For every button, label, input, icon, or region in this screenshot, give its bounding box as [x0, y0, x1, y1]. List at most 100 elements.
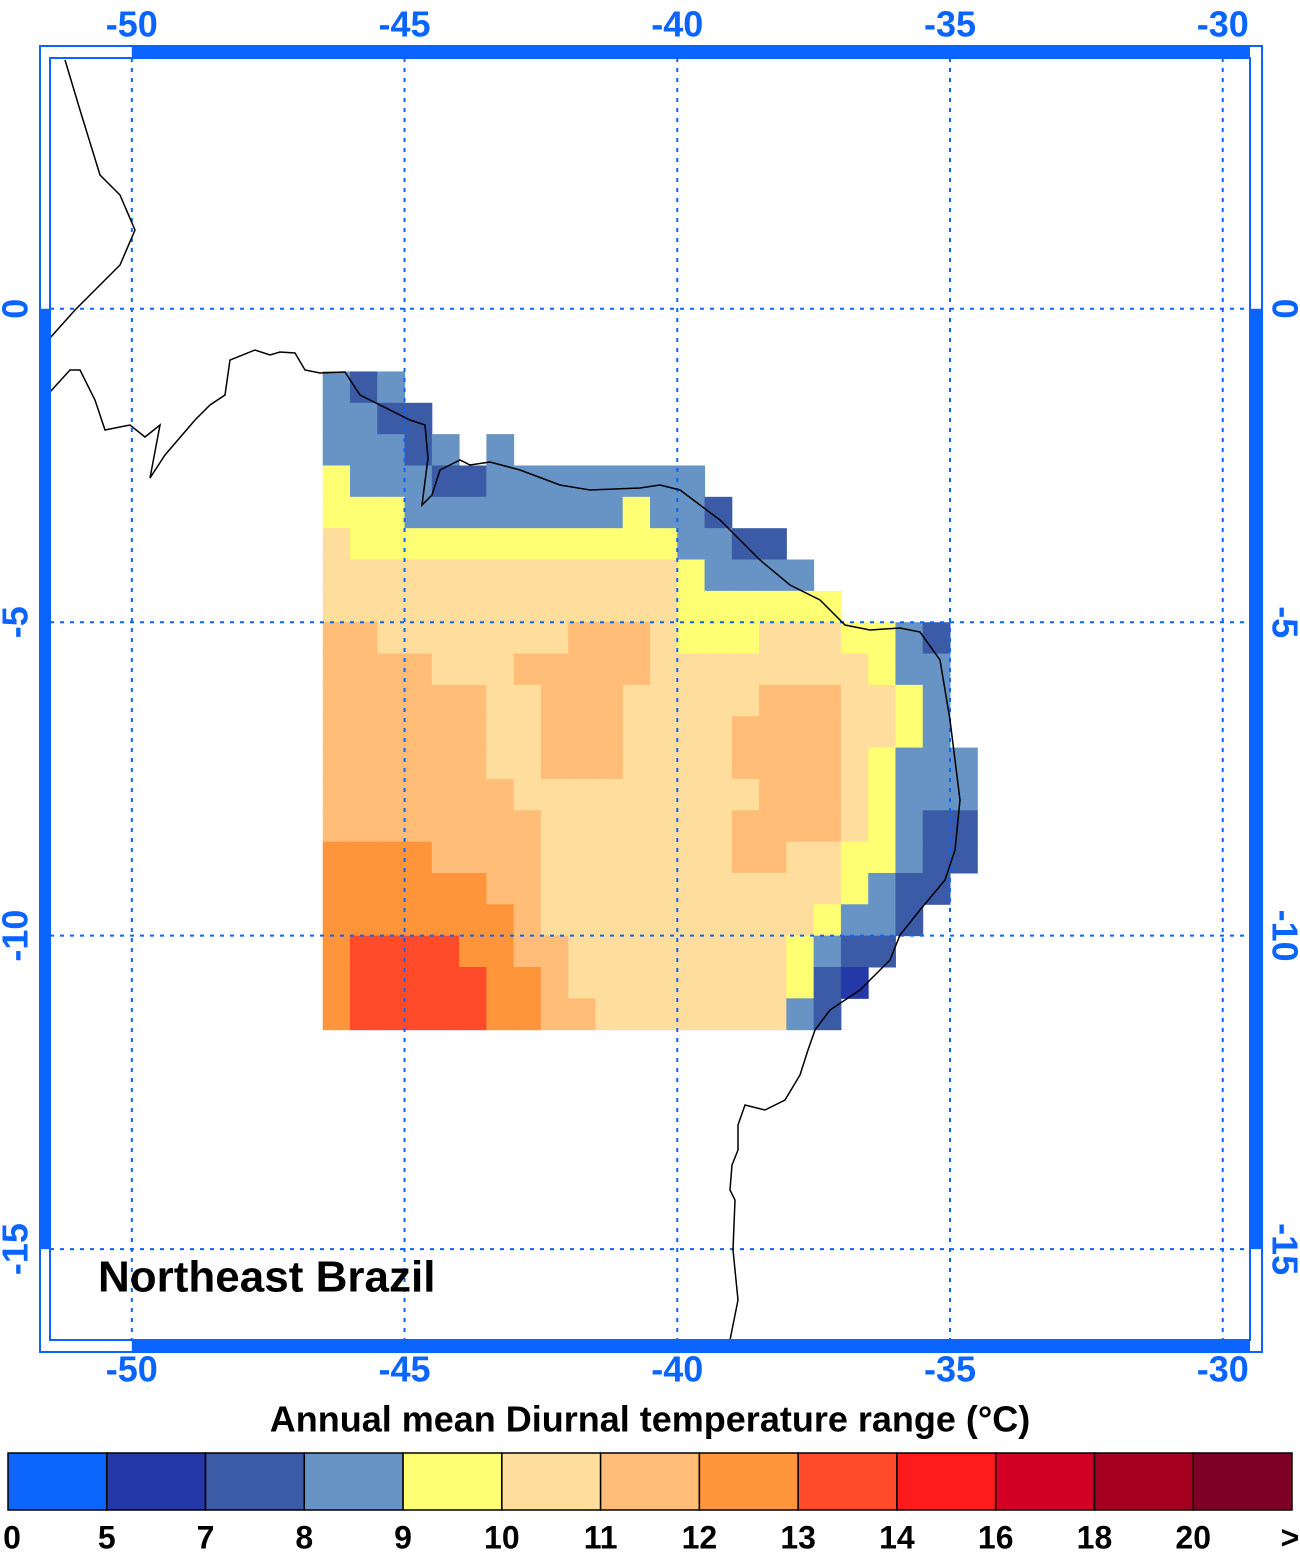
grid-cell [595, 935, 624, 968]
grid-cell [459, 465, 487, 498]
grid-cell [731, 747, 760, 780]
grid-cell [895, 684, 924, 717]
grid-cell [622, 653, 651, 686]
grid-cell [322, 684, 351, 717]
grid-cell [513, 904, 542, 937]
grid-cell [731, 998, 760, 1031]
colorbar-label: 10 [484, 1519, 520, 1555]
grid-cell [322, 653, 351, 686]
colorbar-label: 7 [197, 1519, 215, 1555]
grid-cell [759, 653, 787, 686]
grid-cell [513, 622, 542, 655]
grid-cell [895, 747, 924, 780]
grid-cell [950, 778, 978, 811]
grid-cell [622, 841, 651, 874]
grid-cell [513, 998, 542, 1031]
grid-cell [404, 590, 433, 623]
grid-cell [459, 872, 487, 905]
grid-cell [650, 465, 678, 498]
grid-cell [759, 935, 787, 968]
grid-cell [431, 935, 460, 968]
grid-cell [459, 966, 487, 999]
grid-cell [868, 904, 896, 937]
lon-tick-label: -35 [924, 1349, 976, 1390]
grid-cell [950, 810, 978, 843]
grid-cell [540, 810, 569, 843]
grid-cell [622, 465, 651, 498]
grid-cell [377, 841, 406, 874]
grid-cell [650, 904, 678, 937]
grid-cell [377, 434, 406, 466]
grid-cell [622, 904, 651, 937]
grid-cell [813, 935, 842, 968]
grid-cell [622, 966, 651, 999]
grid-cell [650, 590, 678, 623]
grid-cell [786, 559, 815, 592]
grid-cell [377, 966, 406, 999]
grid-cell [459, 496, 487, 529]
grid-cell [840, 872, 869, 905]
grid-cell [704, 872, 733, 905]
grid-cell [922, 622, 951, 655]
grid-cell [568, 998, 596, 1031]
grid-cell [568, 716, 596, 749]
grid-cell [350, 935, 378, 968]
grid-cell [431, 622, 460, 655]
grid-cell [704, 966, 733, 999]
grid-cell [513, 716, 542, 749]
grid-cell [868, 684, 896, 717]
grid-cell [350, 872, 378, 905]
grid-cell [677, 684, 706, 717]
grid-cell [595, 747, 624, 780]
grid-cell [759, 622, 787, 655]
grid-cell [622, 496, 651, 529]
grid-cell [377, 810, 406, 843]
grid-cell [840, 810, 869, 843]
colorbar-box [896, 1452, 997, 1511]
colorbar-box [402, 1452, 503, 1511]
grid-cell [540, 998, 569, 1031]
grid-cell [431, 559, 460, 592]
grid-cell [322, 966, 351, 999]
grid-cell [704, 935, 733, 968]
grid-cell [595, 810, 624, 843]
grid-cell [759, 747, 787, 780]
grid-cell [486, 434, 515, 466]
lon-tick-label: -45 [379, 4, 431, 45]
grid-cell [759, 528, 787, 561]
grid-cell [895, 810, 924, 843]
grid-cell [459, 935, 487, 968]
grid-cell [840, 778, 869, 811]
grid-cell [540, 528, 569, 561]
grid-cell [377, 653, 406, 686]
grid-cell [895, 778, 924, 811]
grid-cell [595, 622, 624, 655]
grid-cell [513, 465, 542, 498]
grid-cell [459, 716, 487, 749]
lon-tick-label: -30 [1197, 1349, 1249, 1390]
grid-cell [568, 810, 596, 843]
lat-tick-label: -10 [1264, 910, 1300, 962]
grid-cell [677, 966, 706, 999]
grid-cell [786, 904, 815, 937]
grid-cell [704, 841, 733, 874]
grid-cell [840, 716, 869, 749]
grid-cell [840, 841, 869, 874]
grid-cell [704, 528, 733, 561]
grid-cell [350, 966, 378, 999]
grid-cell [513, 747, 542, 780]
grid-cell [650, 998, 678, 1031]
grid-cell [622, 747, 651, 780]
grid-cell [404, 841, 433, 874]
grid-cell [677, 778, 706, 811]
grid-cell [540, 653, 569, 686]
grid-cell [650, 528, 678, 561]
grid-cell [813, 966, 842, 999]
grid-cell [595, 872, 624, 905]
grid-cell [377, 684, 406, 717]
colorbar: 0 5 7 8 9 10 11 12 13 14 16 18 20 > [3, 1452, 1299, 1555]
grid-cell [868, 810, 896, 843]
grid-cell [540, 559, 569, 592]
grid-cell [486, 872, 515, 905]
